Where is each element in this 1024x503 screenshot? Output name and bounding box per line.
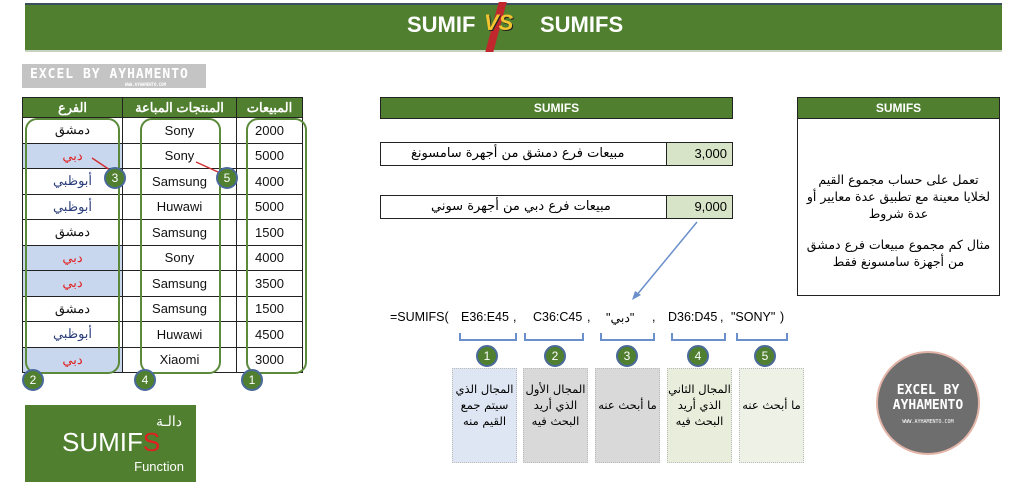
explanation-5: ما أبحث عنه: [739, 368, 804, 463]
cell-branch[interactable]: دبي: [22, 244, 123, 271]
brand-line2: AYHAMENTO: [892, 398, 964, 413]
brace-3: [600, 333, 655, 341]
cell-branch[interactable]: دمشق: [22, 295, 123, 322]
cell-branch[interactable]: دبي: [22, 142, 123, 169]
description-box: SUMIFS تعمل على حساب مجموع القيم لخلايا …: [797, 97, 1000, 296]
brand-line1: EXCEL BY: [896, 383, 960, 398]
brace-1: [459, 333, 517, 341]
formula-arg-1: E36:E45: [461, 310, 509, 324]
cell-branch[interactable]: أبوظبي: [22, 193, 123, 220]
banner-sumifs: SUMIFS: [540, 12, 624, 37]
banner-sumif: SUMIF: [407, 12, 476, 37]
marker-1: 1: [476, 345, 498, 367]
brand-circle-logo: EXCEL BY AYHAMENTO WWW.AYHAMENTO.COM: [876, 351, 980, 455]
cell-branch[interactable]: دمشق: [22, 117, 123, 144]
explanation-4: المجال الثاني الذي أريد البحث فيه: [667, 368, 732, 463]
arrow-5: [195, 161, 219, 173]
banner-vs: VS: [484, 10, 514, 35]
brand-url: WWW.AYHAMENTO.COM: [902, 419, 954, 425]
description-text: تعمل على حساب مجموع القيم لخلايا معينة م…: [806, 172, 991, 221]
formula-arg-5: "SONY": [731, 310, 776, 324]
title-banner: [25, 3, 1002, 52]
explanation-3: ما أبحث عنه: [595, 368, 660, 463]
sales-range-outline: [246, 118, 307, 374]
formula-end: ): [780, 310, 785, 324]
marker-3: 3: [104, 167, 126, 189]
brace-5: [736, 333, 788, 341]
function-card-sub: Function: [134, 459, 184, 474]
example-row-1: مبيعات فرع دمشق من أجهرة سامسونغ 3,000: [380, 142, 733, 166]
formula-comma: ,: [720, 310, 724, 324]
function-card-name-s: S: [142, 427, 161, 457]
header-sales: المبيعات: [236, 97, 303, 118]
arrow-3: [91, 157, 111, 171]
explanation-1: المجال الذي سيتم جمع القيم منه: [452, 368, 517, 463]
brace-2: [524, 333, 584, 341]
cell-branch[interactable]: دبي: [22, 346, 123, 373]
marker-2: 2: [544, 345, 566, 367]
formula-comma: ,: [587, 310, 591, 324]
branch-range-outline: [25, 118, 120, 374]
table-row: دبي Sony 5000: [22, 142, 303, 169]
example-label-2: مبيعات فرع دبي من أجهرة سوني: [431, 199, 611, 214]
example-label-1: مبيعات فرع دمشق من أجهرة سامسونغ: [411, 146, 625, 161]
result-arrowhead: [632, 291, 641, 300]
formula-arg-2: C36:C45: [533, 310, 583, 324]
description-example: مثال كم مجموع مبيعات فرع دمشق من أجهزة س…: [806, 237, 991, 269]
function-card-arabic: دالـة: [156, 413, 182, 429]
formula-comma: ,: [513, 310, 517, 324]
logo-url: WWW.AYHAMENTO.COM: [125, 82, 166, 87]
explanation-2: المجال الأول الذي أريد البحث فيه: [523, 368, 588, 463]
marker-1: 1: [241, 369, 263, 391]
formula-comma: ,: [652, 310, 656, 324]
function-card: دالـة SUMIFS Function: [25, 405, 196, 482]
marker-5: 5: [754, 345, 776, 367]
table-row: أبوظبي Huwawi 5000: [22, 193, 303, 220]
logo-text: EXCEL BY AYHAMENTO: [30, 67, 189, 82]
header-products: المنتجات المباعة: [122, 97, 237, 118]
example-value-1[interactable]: 3,000: [666, 143, 732, 165]
marker-4: 4: [687, 345, 709, 367]
function-card-name: SUMIF: [62, 427, 143, 457]
example-value-2[interactable]: 9,000: [666, 196, 732, 218]
examples-header: SUMIFS: [380, 97, 733, 119]
formula-start: =SUMIFS(: [390, 310, 449, 324]
marker-3: 3: [616, 345, 638, 367]
example-row-2: مبيعات فرع دبي من أجهرة سوني 9,000: [380, 195, 733, 219]
formula-arg-3: "دبي": [606, 311, 635, 325]
marker-2: 2: [22, 369, 44, 391]
formula-arg-4: D36:D45: [668, 310, 718, 324]
result-arrow: [635, 221, 698, 297]
description-title: SUMIFS: [798, 98, 999, 119]
header-branch: الفرع: [22, 97, 123, 118]
marker-5: 5: [216, 167, 238, 189]
product-range-outline: [140, 118, 221, 374]
marker-4: 4: [134, 369, 156, 391]
brand-logo: EXCEL BY AYHAMENTO WWW.AYHAMENTO.COM: [22, 64, 206, 88]
brace-4: [671, 333, 726, 341]
